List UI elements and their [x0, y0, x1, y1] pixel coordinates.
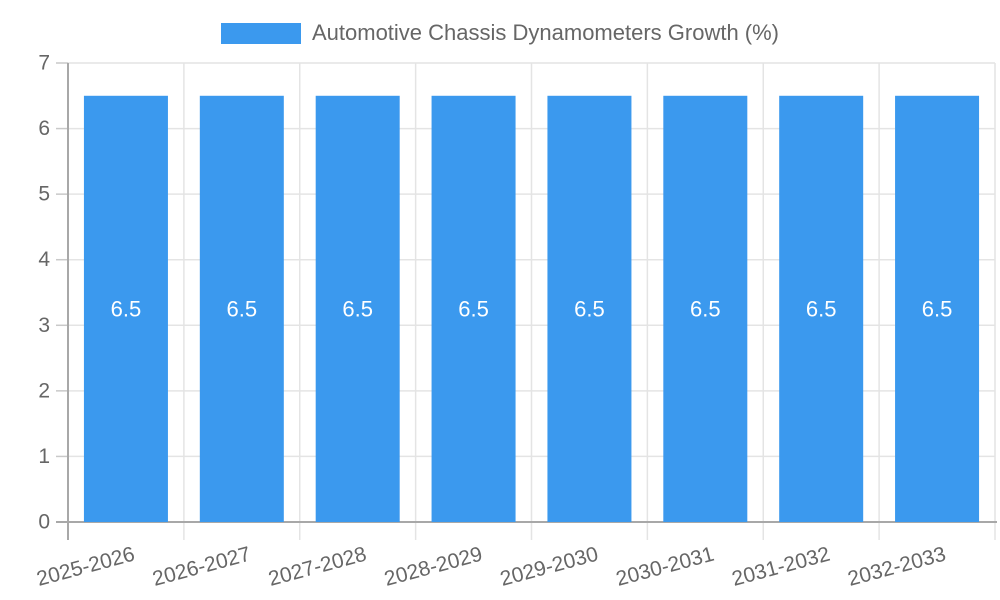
bar[interactable]	[199, 95, 284, 523]
y-axis-label: 4	[38, 248, 50, 271]
x-axis-label: 2029-2030	[498, 543, 601, 591]
y-axis-label: 5	[38, 183, 50, 206]
bar-value-label: 6.5	[111, 296, 142, 321]
y-axis-label: 3	[38, 314, 50, 337]
bar-value-label: 6.5	[342, 296, 373, 321]
x-axis-label: 2030-2031	[614, 543, 717, 591]
x-axis-label: 2031-2032	[730, 543, 833, 591]
legend-item[interactable]: Automotive Chassis Dynamometers Growth (…	[220, 20, 780, 46]
chart-legend: Automotive Chassis Dynamometers Growth (…	[0, 20, 1000, 46]
bar-value-label: 6.5	[806, 296, 837, 321]
bar[interactable]	[431, 95, 516, 523]
x-axis-label: 2032-2033	[845, 543, 948, 591]
y-axis-label: 1	[38, 445, 50, 468]
bar-value-label: 6.5	[227, 296, 258, 321]
bar[interactable]	[315, 95, 400, 523]
bar-value-label: 6.5	[458, 296, 489, 321]
bar[interactable]	[83, 95, 168, 523]
y-axis-label: 6	[38, 117, 50, 140]
bar[interactable]	[663, 95, 748, 523]
y-axis-label: 0	[38, 511, 50, 534]
bar-value-label: 6.5	[922, 296, 953, 321]
y-axis-label: 7	[38, 52, 50, 75]
bar-value-label: 6.5	[690, 296, 721, 321]
chart-title: Automotive Chassis Dynamometers Growth (…	[311, 20, 780, 45]
y-axis-label: 2	[38, 379, 50, 402]
x-axis-label: 2027-2028	[266, 543, 369, 591]
x-axis-label: 2026-2027	[150, 543, 253, 591]
bar-value-label: 6.5	[574, 296, 605, 321]
x-axis-label: 2025-2026	[34, 543, 137, 591]
bar[interactable]	[779, 95, 864, 523]
bar[interactable]	[547, 95, 632, 523]
bar[interactable]	[895, 95, 980, 523]
x-axis-label: 2028-2029	[382, 543, 485, 591]
legend-swatch	[220, 22, 301, 44]
